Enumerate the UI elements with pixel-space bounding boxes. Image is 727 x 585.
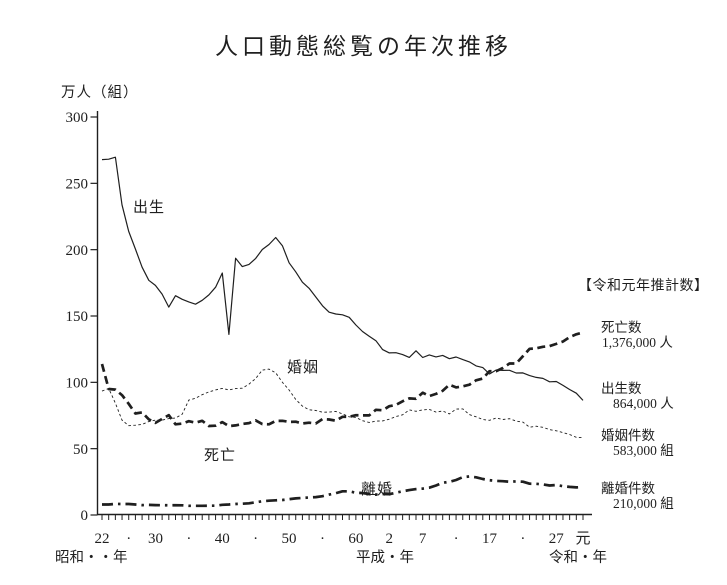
x-tick-label: · [454, 531, 459, 547]
legend-births-label: 出生数 [601, 381, 642, 396]
x-tick-label: 40 [215, 531, 230, 547]
x-tick-label: 27 [549, 531, 565, 547]
x-tick-label: 22 [95, 531, 110, 547]
era-label-heisei: 平成・年 [356, 550, 414, 566]
legend-item-deaths: 死亡数 1,376,000 人 [601, 320, 721, 350]
births-curve-label: 出生 [133, 200, 166, 216]
deaths-curve-label: 死亡 [204, 448, 237, 464]
deaths-line [100, 331, 584, 428]
y-tick-label: 0 [81, 508, 89, 524]
y-tick-label: 100 [66, 376, 89, 392]
legend-item-births: 出生数 864,000 人 [601, 381, 721, 411]
y-tick-label: 150 [66, 309, 89, 325]
x-tick-label: 60 [348, 531, 363, 547]
y-tick-label: 300 [66, 110, 89, 126]
legend-marriages-label: 婚姻件数 [601, 428, 655, 443]
legend-marriages-value: 583,000 組 [613, 442, 674, 458]
y-tick-label: 200 [66, 243, 89, 259]
legend-item-divorces: 離婚件数 210,000 組 [601, 481, 721, 511]
x-tick-label: · [186, 531, 191, 547]
legend-divorces-value: 210,000 組 [613, 495, 674, 511]
x-tick-label: · [520, 531, 525, 547]
x-tick-label: 元 [575, 531, 590, 547]
x-tick-label: 30 [148, 531, 163, 547]
x-tick-label: · [253, 531, 258, 547]
legend-divorces-label: 離婚件数 [601, 481, 655, 496]
marriages-curve-label: 婚姻 [287, 360, 320, 376]
legend-deaths-label: 死亡数 [601, 320, 642, 335]
x-tick-label: · [320, 531, 325, 547]
y-axis-unit-label: 万人（組） [61, 85, 139, 101]
era-label-showa: 昭和・・年 [55, 550, 128, 566]
x-tick-label: 7 [419, 531, 427, 547]
marriages-line [101, 368, 584, 439]
x-tick-label: 2 [386, 531, 394, 547]
births-line [101, 156, 584, 401]
legend-header: 【令和元年推計数】 [578, 279, 709, 294]
legend-births-value: 864,000 人 [613, 395, 674, 411]
y-tick-label: 50 [73, 442, 88, 458]
x-tick-label: 17 [482, 531, 498, 547]
divorces-curve-label: 離婚 [361, 482, 394, 498]
x-tick-label: 50 [282, 531, 297, 547]
page-title: 人口動態総覧の年次推移 [215, 34, 512, 59]
y-tick-label: 250 [66, 177, 89, 193]
era-label-reiwa: 令和・年 [549, 550, 607, 566]
x-tick-label: · [126, 531, 131, 547]
divorces-line [102, 475, 584, 508]
legend-item-marriages: 婚姻件数 583,000 組 [601, 428, 721, 458]
legend-deaths-value: 1,376,000 人 [602, 334, 673, 350]
